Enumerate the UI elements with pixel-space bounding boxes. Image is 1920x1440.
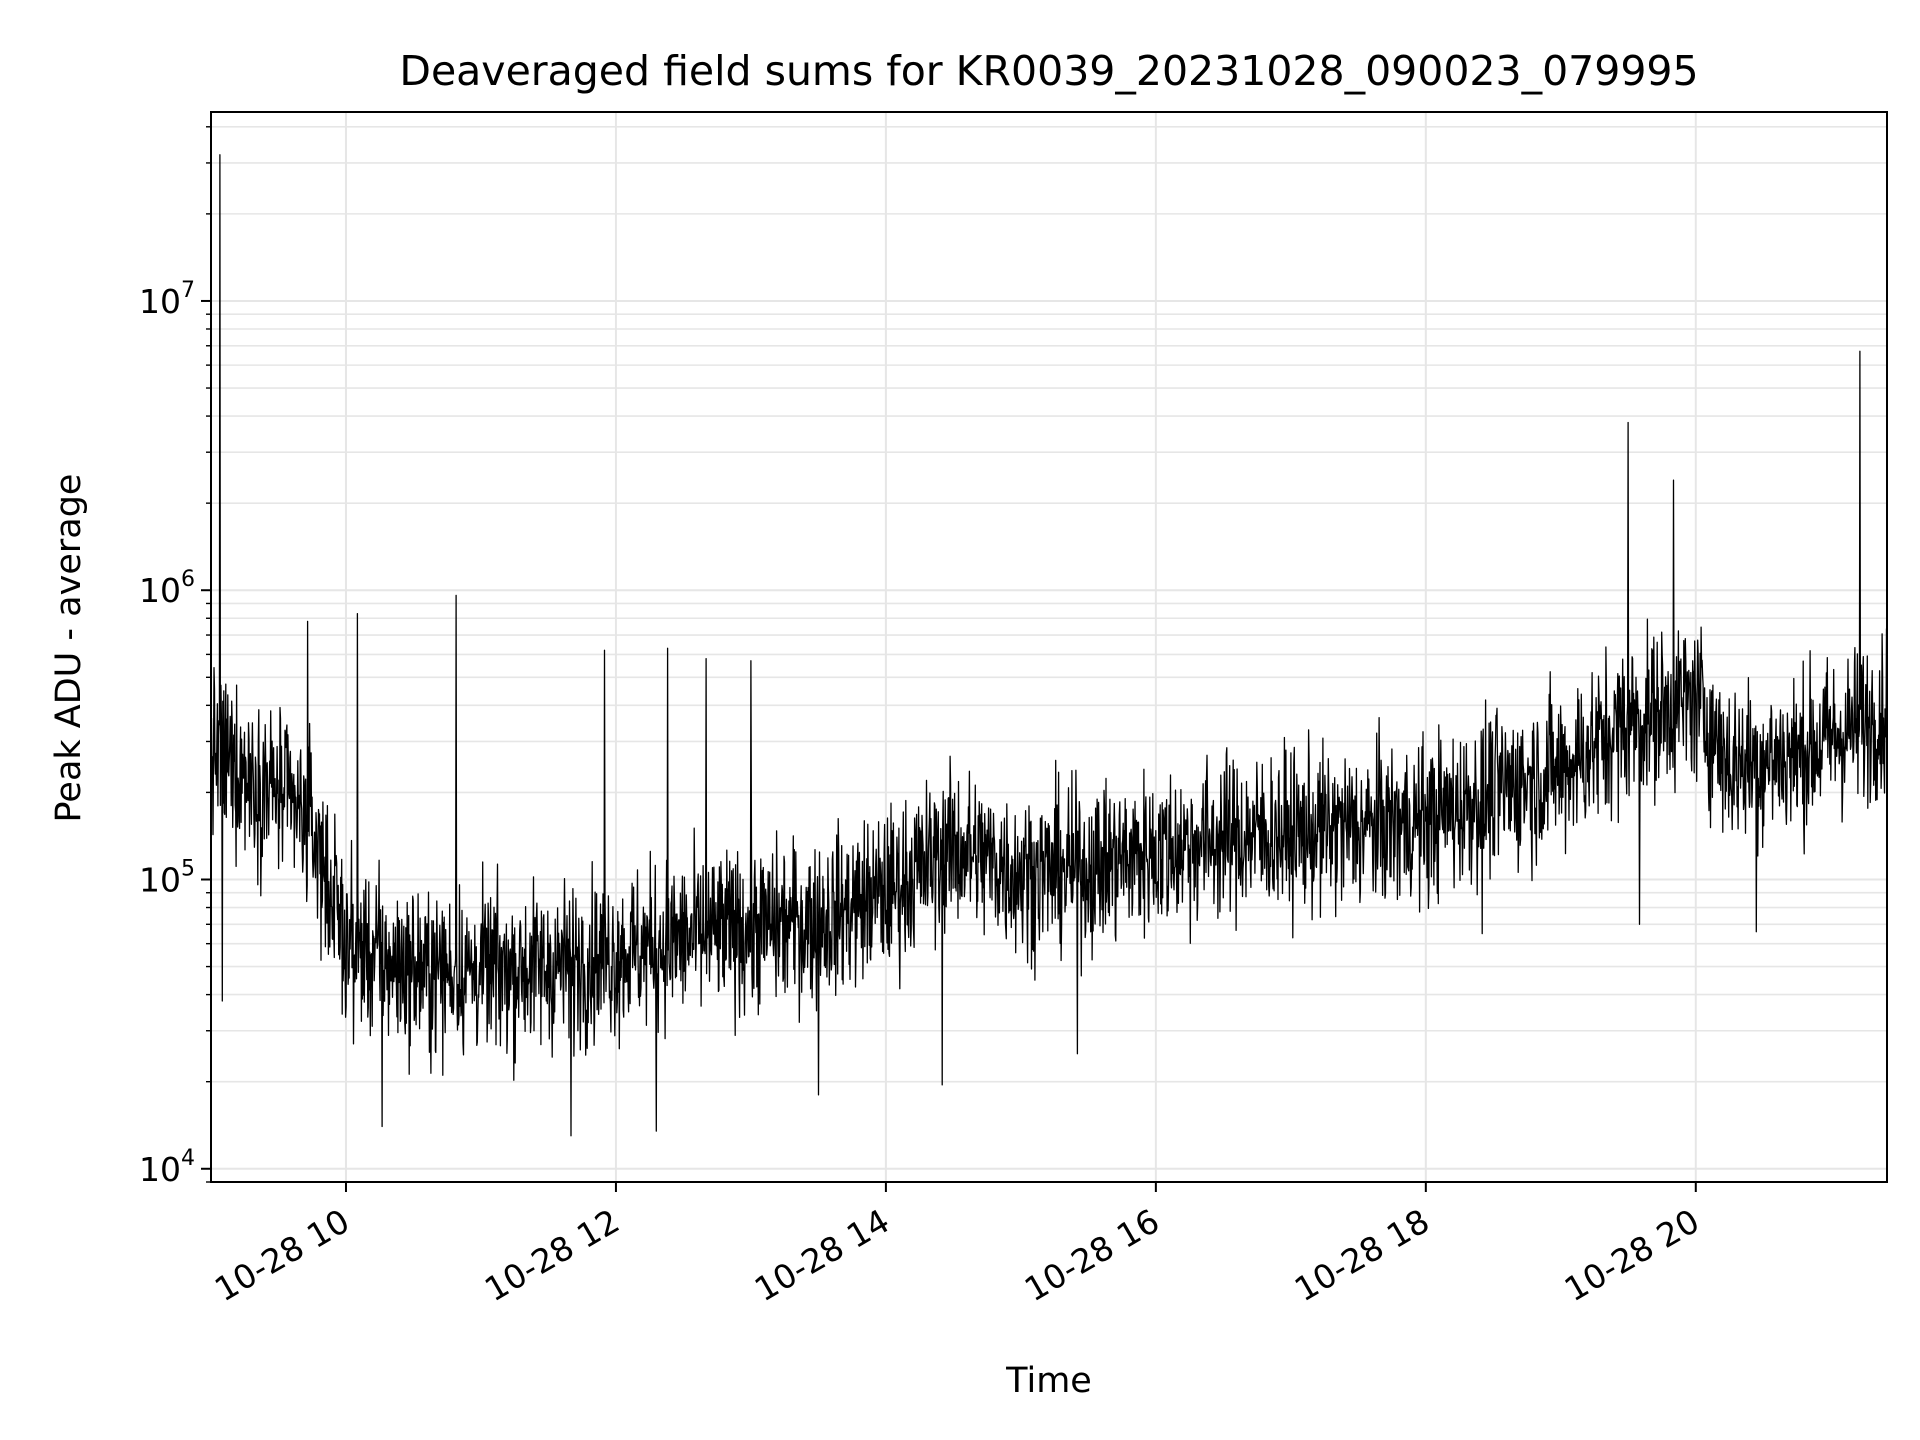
chart-title: Deaveraged field sums for KR0039_2023102… xyxy=(399,47,1698,95)
series-group xyxy=(211,154,1887,1137)
y-axis-label: Peak ADU - average xyxy=(49,474,89,823)
x-axis-label: Time xyxy=(1005,1361,1092,1401)
series-line xyxy=(211,154,1887,1137)
y-tick-label: 104 xyxy=(139,1146,195,1189)
plot-frame xyxy=(210,111,1888,1183)
y-tick-label: 106 xyxy=(139,567,195,610)
y-tick-label: 105 xyxy=(139,856,195,899)
y-tick-base: 10 xyxy=(139,571,181,610)
y-tick-exponent: 6 xyxy=(181,567,195,592)
y-tick-exponent: 5 xyxy=(181,856,195,881)
y-tick-exponent: 4 xyxy=(181,1146,195,1171)
y-tick-base: 10 xyxy=(139,282,181,321)
y-tick-base: 10 xyxy=(139,860,181,899)
y-tick-label: 107 xyxy=(139,278,195,321)
y-tick-exponent: 7 xyxy=(181,278,195,303)
y-tick-base: 10 xyxy=(139,1150,181,1189)
